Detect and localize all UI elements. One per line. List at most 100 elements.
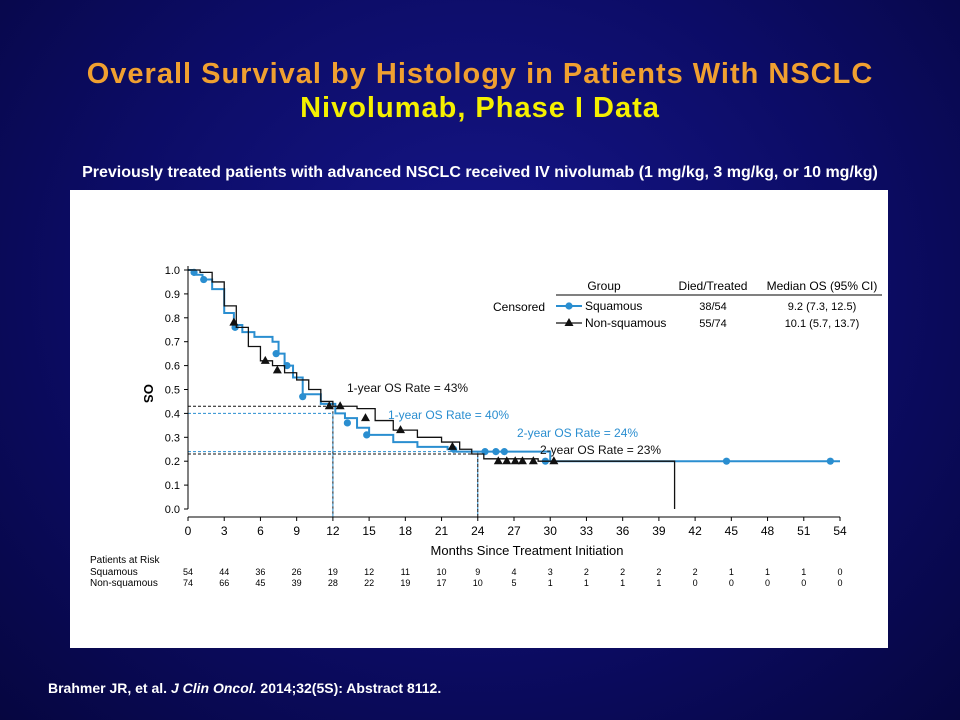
x-tick-label: 21 <box>435 524 449 538</box>
os-rate-annotation: 2-year OS Rate = 23% <box>540 443 661 457</box>
squamous-censored-marker <box>722 457 731 465</box>
at-risk-value: 1 <box>729 567 734 577</box>
at-risk-value: 5 <box>511 578 516 588</box>
x-tick-label: 24 <box>471 524 485 538</box>
legend-censored-label: Censored <box>493 300 545 314</box>
non-squamous-censored-marker <box>229 317 239 326</box>
legend-marker-circle <box>565 302 573 310</box>
non-squamous-censored-marker <box>510 456 520 465</box>
at-risk-value: 2 <box>693 567 698 577</box>
at-risk-value: 44 <box>219 567 229 577</box>
citation-journal: J Clin Oncol. <box>170 680 257 696</box>
at-risk-value: 0 <box>693 578 698 588</box>
legend-died-treated: 38/54 <box>699 301 727 313</box>
survival-chart: 0.00.10.20.30.40.50.60.70.80.91.00 3 6 9 12 1… <box>90 265 882 589</box>
x-axis-label: Months Since Treatment Initiation <box>431 543 624 558</box>
squamous-censored-marker <box>363 431 371 439</box>
y-tick-label: 0.1 <box>165 480 180 492</box>
x-tick-label: 45 <box>725 524 739 538</box>
y-tick-label: 0.2 <box>165 456 180 468</box>
os-rate-annotation: 2-year OS Rate = 24% <box>517 426 638 440</box>
at-risk-value: 3 <box>548 567 553 577</box>
non-squamous-censored-marker <box>260 355 270 364</box>
at-risk-value: 1 <box>656 578 661 588</box>
legend-header-died: Died/Treated <box>679 279 748 293</box>
non-squamous-censored-marker <box>528 456 538 465</box>
at-risk-value: 1 <box>801 567 806 577</box>
at-risk-value: 26 <box>292 567 302 577</box>
y-tick-label: 0.5 <box>165 385 180 397</box>
y-tick-label: 0.8 <box>165 313 180 325</box>
y-tick-label: 0.4 <box>165 408 180 420</box>
y-tick-label: 1.0 <box>165 265 180 277</box>
slide-subtitle: Nivolumab, Phase I Data <box>300 92 660 124</box>
x-tick-label: 9 <box>293 524 300 538</box>
x-tick-label: 33 <box>580 524 594 538</box>
non-squamous-censored-marker <box>396 425 406 434</box>
x-tick-label: 18 <box>399 524 413 538</box>
at-risk-value: 0 <box>729 578 734 588</box>
at-risk-value: 17 <box>437 578 447 588</box>
at-risk-value: 0 <box>837 578 842 588</box>
os-rate-annotation: 1-year OS Rate = 43% <box>347 381 468 395</box>
at-risk-value: 10 <box>437 567 447 577</box>
y-tick-label: 0.9 <box>165 289 180 301</box>
at-risk-value: 19 <box>400 578 410 588</box>
non-squamous-censored-marker <box>335 401 345 410</box>
at-risk-value: 2 <box>656 567 661 577</box>
x-tick-label: 12 <box>326 524 340 538</box>
at-risk-value: 54 <box>183 567 193 577</box>
at-risk-title: Patients at Risk <box>90 555 160 566</box>
at-risk-value: 1 <box>620 578 625 588</box>
x-tick-label: 36 <box>616 524 630 538</box>
non-squamous-survival-line <box>188 269 676 509</box>
y-tick-label: 0.7 <box>165 337 180 349</box>
at-risk-value: 66 <box>219 578 229 588</box>
y-axis-label: OS <box>141 384 156 403</box>
x-tick-label: 30 <box>544 524 558 538</box>
at-risk-value: 0 <box>765 578 770 588</box>
citation-authors: Brahmer JR, et al. <box>48 680 168 696</box>
x-tick-label: 27 <box>507 524 521 538</box>
at-risk-value: 74 <box>183 578 193 588</box>
x-tick-label: 6 <box>257 524 264 538</box>
squamous-censored-marker <box>826 457 834 465</box>
x-tick-label: 51 <box>797 524 811 538</box>
at-risk-value: 0 <box>837 567 842 577</box>
non-squamous-censored-marker <box>502 456 512 465</box>
study-description: Previously treated patients with advance… <box>82 164 878 181</box>
os-rate-annotation: 1-year OS Rate = 40% <box>388 408 509 422</box>
squamous-censored-marker <box>272 350 280 358</box>
x-tick-label: 48 <box>761 524 775 538</box>
at-risk-value: 19 <box>328 567 338 577</box>
at-risk-row-label: Non-squamous <box>90 578 158 589</box>
non-squamous-censored-marker <box>447 441 457 450</box>
non-squamous-censored-marker <box>517 456 527 465</box>
x-tick-label: 15 <box>362 524 376 538</box>
legend-group-label: Non-squamous <box>585 316 666 330</box>
at-risk-value: 1 <box>584 578 589 588</box>
non-squamous-censored-marker <box>493 456 503 465</box>
at-risk-value: 1 <box>765 567 770 577</box>
at-risk-value: 12 <box>364 567 374 577</box>
at-risk-value: 1 <box>548 578 553 588</box>
at-risk-value: 2 <box>620 567 625 577</box>
at-risk-value: 0 <box>801 578 806 588</box>
at-risk-value: 22 <box>364 578 374 588</box>
at-risk-value: 9 <box>475 567 480 577</box>
x-tick-label: 3 <box>221 524 228 538</box>
at-risk-value: 11 <box>401 567 410 577</box>
chart-panel: 0.0 0.1 0.2 0.3 0.4 0.5 0.6 0.7 0.8 0.9 1.0 0 3 6 9 12 1… <box>70 190 888 648</box>
non-squamous-censored-marker <box>549 456 559 465</box>
squamous-censored-marker <box>299 393 307 401</box>
at-risk-value: 10 <box>473 578 483 588</box>
y-tick-label: 0.0 <box>165 504 180 516</box>
squamous-censored-marker <box>492 448 500 456</box>
at-risk-value: 36 <box>255 567 265 577</box>
x-tick-label: 0 <box>185 524 192 538</box>
at-risk-value: 2 <box>584 567 589 577</box>
legend-median-os: 9.2 (7.3, 12.5) <box>788 301 857 313</box>
legend-group-label: Squamous <box>585 299 642 313</box>
citation: Brahmer JR, et al. J Clin Oncol. 2014;32… <box>48 680 441 696</box>
y-tick-label: 0.6 <box>165 361 180 373</box>
